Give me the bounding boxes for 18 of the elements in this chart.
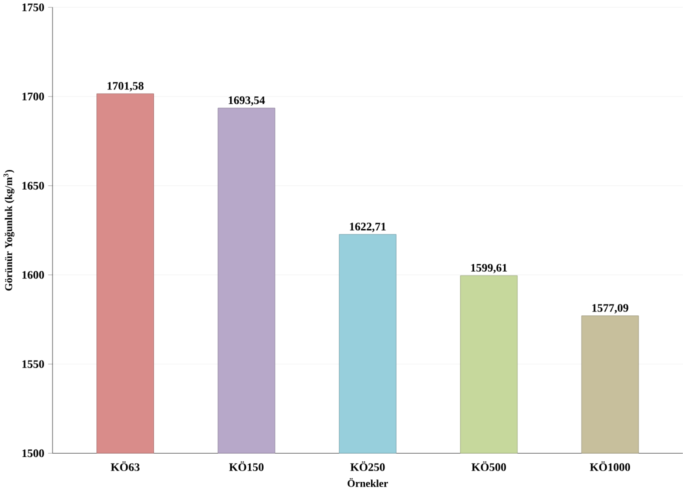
x-tick-label: KÖ1000 (590, 461, 630, 471)
x-tick-label: KÖ500 (472, 461, 506, 471)
data-label: 1599,61 (471, 264, 507, 274)
y-tick-label: 1650 (22, 182, 44, 190)
x-tick-label: KÖ63 (110, 461, 140, 471)
y-tick-label: 1700 (22, 92, 44, 100)
data-label: 1693,54 (228, 96, 265, 106)
x-tick-label: KÖ250 (350, 461, 385, 471)
data-label: 1622,71 (350, 222, 386, 232)
x-tick-label: KÖ150 (229, 461, 264, 471)
data-label: 1577,09 (592, 304, 628, 314)
y-tick-label: 1750 (22, 3, 44, 11)
y-tick-label: 1550 (22, 360, 44, 368)
y-axis-title: Görünür Yoğunluk (kg/m$^{3}$) (3, 170, 14, 290)
data-label: 1701,58 (108, 82, 144, 92)
y-tick-label: 1500 (22, 449, 44, 457)
y-tick-label: 1600 (22, 270, 44, 279)
x-axis-title: Örnekler (348, 478, 388, 487)
